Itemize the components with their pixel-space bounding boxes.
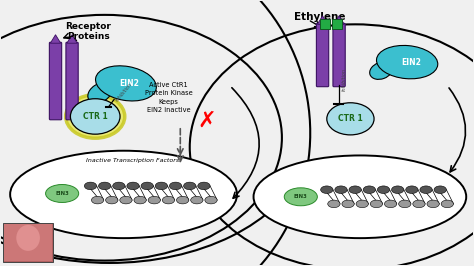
Ellipse shape [370,200,383,208]
Polygon shape [331,19,342,29]
Ellipse shape [392,186,404,193]
Ellipse shape [328,200,340,208]
Text: Active CtR1
Protein Kinase
Keeps
EIN2 inactive: Active CtR1 Protein Kinase Keeps EIN2 in… [145,82,192,113]
Text: EIN2: EIN2 [119,79,139,88]
Ellipse shape [349,186,361,193]
Ellipse shape [427,200,439,208]
Ellipse shape [91,196,104,204]
Ellipse shape [66,95,125,138]
Ellipse shape [363,186,375,193]
Ellipse shape [441,200,454,208]
Text: Receptor
Proteins: Receptor Proteins [65,22,111,41]
Text: ✗: ✗ [197,111,216,131]
Text: Inactive Transcription Factors: Inactive Transcription Factors [86,158,180,163]
Ellipse shape [127,182,139,190]
Ellipse shape [16,225,40,251]
Ellipse shape [169,182,182,190]
Ellipse shape [183,182,196,190]
Ellipse shape [162,196,174,204]
Ellipse shape [205,196,217,204]
Ellipse shape [327,103,374,135]
Ellipse shape [148,196,160,204]
FancyBboxPatch shape [66,42,78,120]
Ellipse shape [141,182,154,190]
Text: CTR 1: CTR 1 [338,114,363,123]
Text: EIN3: EIN3 [55,191,69,196]
Ellipse shape [96,66,156,101]
Ellipse shape [342,200,354,208]
Ellipse shape [198,182,210,190]
Ellipse shape [71,99,120,134]
Ellipse shape [84,182,97,190]
Ellipse shape [356,200,368,208]
Ellipse shape [106,196,118,204]
Text: Inhibition: Inhibition [342,68,347,92]
Ellipse shape [46,185,79,202]
Polygon shape [334,16,344,24]
Ellipse shape [406,186,418,193]
Ellipse shape [335,186,347,193]
Ellipse shape [384,200,397,208]
Ellipse shape [399,200,411,208]
Polygon shape [319,19,330,29]
FancyBboxPatch shape [49,42,62,120]
Ellipse shape [191,196,203,204]
Text: EIN2: EIN2 [401,58,421,66]
Ellipse shape [113,182,125,190]
FancyBboxPatch shape [3,223,53,261]
Ellipse shape [434,186,447,193]
Ellipse shape [120,196,132,204]
Ellipse shape [134,196,146,204]
Text: Ethylene: Ethylene [294,12,345,22]
Ellipse shape [254,155,466,238]
FancyBboxPatch shape [4,224,52,261]
Ellipse shape [99,182,111,190]
Text: Inhibition: Inhibition [115,82,134,103]
Ellipse shape [176,196,189,204]
Ellipse shape [284,188,318,206]
Polygon shape [67,35,77,43]
Ellipse shape [88,83,112,103]
Ellipse shape [370,62,392,79]
FancyBboxPatch shape [333,23,345,87]
Ellipse shape [413,200,425,208]
FancyBboxPatch shape [317,23,328,87]
Text: EIN3: EIN3 [294,194,308,199]
Polygon shape [318,16,328,24]
Ellipse shape [320,186,333,193]
Text: CTR 1: CTR 1 [83,112,108,121]
Ellipse shape [155,182,167,190]
Ellipse shape [10,151,237,238]
Polygon shape [50,35,61,43]
Ellipse shape [420,186,432,193]
Ellipse shape [377,186,390,193]
Ellipse shape [376,45,438,79]
